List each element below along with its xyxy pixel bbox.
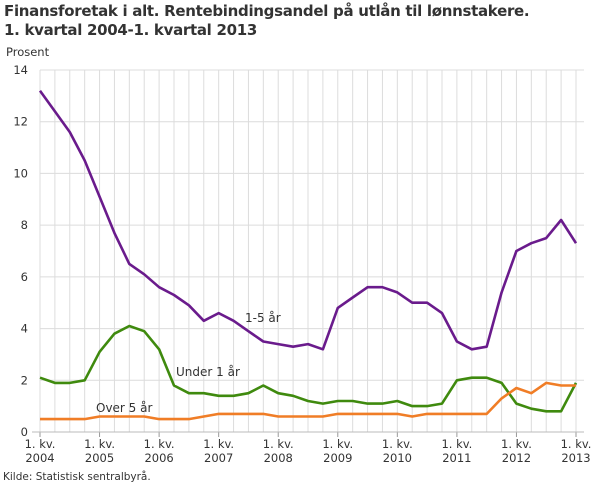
series-label: Over 5 år (96, 401, 152, 415)
y-tick-label: 8 (21, 218, 28, 232)
x-tick-label-quarter: 1. kv. (203, 437, 234, 451)
y-tick-label: 10 (13, 166, 28, 180)
x-tick-label-quarter: 1. kv. (322, 437, 353, 451)
x-tick-label-quarter: 1. kv. (84, 437, 115, 451)
x-tick-label-year: 2010 (383, 451, 412, 465)
y-tick-label: 14 (13, 63, 28, 77)
y-tick-label: 0 (21, 425, 28, 439)
y-tick-label: 2 (21, 373, 28, 387)
chart-subtitle: 1. kvartal 2004-1. kvartal 2013 (4, 21, 257, 39)
source-note: Kilde: Statistisk sentralbyrå. (3, 471, 151, 483)
x-tick-label-quarter: 1. kv. (382, 437, 413, 451)
x-tick-label-quarter: 1. kv. (25, 437, 56, 451)
series-line-1 (39, 324, 578, 413)
series-line-2 (40, 381, 576, 421)
x-tick-label-year: 2005 (85, 451, 114, 465)
series-line-0 (38, 89, 578, 351)
x-tick-label-quarter: 1. kv. (561, 437, 592, 451)
x-tick-label-year: 2008 (264, 451, 293, 465)
x-tick-label-year: 2013 (561, 451, 590, 465)
x-tick-label-year: 2011 (442, 451, 471, 465)
chart-title: Finansforetak i alt. Rentebindingsandel … (4, 2, 530, 40)
y-tick-label: 6 (21, 270, 28, 284)
x-tick-label-year: 2012 (502, 451, 531, 465)
x-tick-label-quarter: 1. kv. (501, 437, 532, 451)
series-label: 1-5 år (245, 311, 281, 325)
x-tick-label-year: 2009 (323, 451, 352, 465)
x-tick-label-year: 2006 (144, 451, 173, 465)
x-tick-label-year: 2004 (25, 451, 54, 465)
x-tick-label-quarter: 1. kv. (441, 437, 472, 451)
x-tick-label-year: 2007 (204, 451, 233, 465)
y-tick-label: 12 (13, 115, 28, 129)
chart-title-line1: Finansforetak i alt. Rentebindingsandel … (4, 2, 530, 20)
x-tick-label-quarter: 1. kv. (263, 437, 294, 451)
y-tick-label: 4 (21, 322, 28, 336)
y-axis-label: Prosent (6, 45, 50, 59)
x-tick-label-quarter: 1. kv. (144, 437, 175, 451)
series-label: Under 1 år (176, 365, 240, 379)
